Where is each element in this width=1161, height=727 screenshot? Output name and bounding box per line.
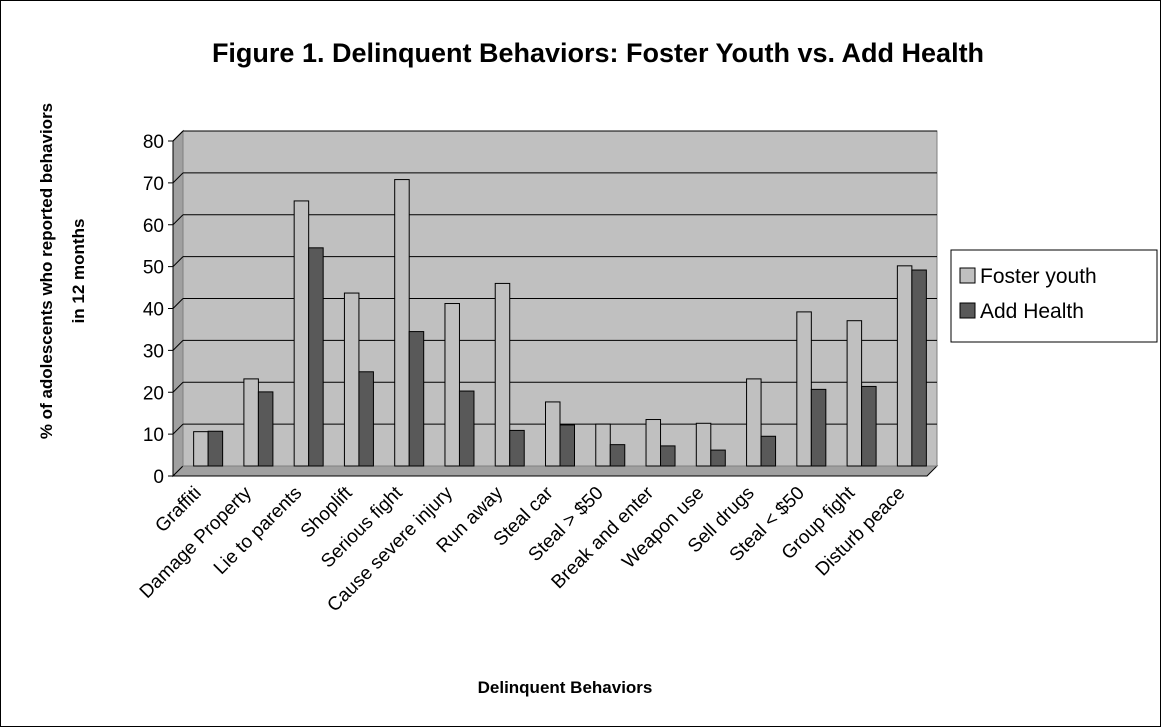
bar <box>494 282 511 467</box>
x-axis-title: Delinquent Behaviors <box>478 678 653 697</box>
bar <box>394 179 410 467</box>
chart-title: Figure 1. Delinquent Behaviors: Foster Y… <box>212 38 984 68</box>
bar <box>343 292 360 467</box>
bar <box>911 269 927 467</box>
bar <box>444 303 460 467</box>
bar <box>408 331 425 467</box>
bar <box>193 431 209 467</box>
bar <box>308 247 324 467</box>
gridline-wall <box>172 381 184 393</box>
bar <box>609 444 626 467</box>
y-tick-label: 20 <box>143 383 164 404</box>
bar <box>796 311 812 467</box>
x-tick-label: Disturb peace <box>812 483 910 581</box>
y-tick-label: 10 <box>143 425 164 446</box>
bar <box>810 388 827 467</box>
gridline-wall <box>172 214 184 226</box>
y-axis-title-line2: in 12 months <box>69 219 88 324</box>
bar <box>861 385 877 467</box>
bar <box>243 378 259 467</box>
y-tick-label: 60 <box>143 216 164 237</box>
y-axis-title-line1: % of adolescents who reported behaviors <box>37 103 56 439</box>
bar <box>293 200 310 467</box>
bar <box>207 430 224 467</box>
legend-label: Foster youth <box>980 265 1097 288</box>
gridline-wall <box>172 130 184 142</box>
bar <box>760 435 777 467</box>
gridline-wall <box>172 256 184 267</box>
x-tick-label: Lie to parents <box>210 483 306 579</box>
y-tick-label: 70 <box>143 174 164 195</box>
y-tick-label: 50 <box>143 258 164 279</box>
plot-floor <box>171 465 939 477</box>
y-axis-title: % of adolescents who reported behaviors … <box>37 103 88 439</box>
bar <box>846 320 863 467</box>
legend-swatch <box>959 302 976 319</box>
bar <box>257 391 274 467</box>
bar <box>710 449 726 467</box>
bar <box>896 265 913 467</box>
y-tick-label: 0 <box>153 467 164 488</box>
y-tick-label: 30 <box>143 341 164 362</box>
legend-swatch <box>959 267 976 284</box>
bar <box>695 422 712 467</box>
gridline-wall <box>172 298 184 309</box>
legend: Foster youth Add Health <box>950 249 1158 343</box>
gridline-wall <box>172 340 184 351</box>
y-tick-label: 40 <box>143 300 164 321</box>
bar <box>645 419 662 467</box>
gridline-wall <box>172 423 184 435</box>
bar <box>746 378 762 467</box>
y-tick-label: 80 <box>143 132 164 153</box>
bar <box>458 390 475 467</box>
legend-box <box>950 249 1158 343</box>
gridline-wall <box>172 172 184 184</box>
bar <box>660 445 676 467</box>
bar <box>559 424 575 467</box>
bar <box>545 401 561 467</box>
bar <box>358 371 374 467</box>
legend-label: Add Health <box>980 300 1084 323</box>
bar <box>595 423 611 467</box>
bar <box>509 429 525 467</box>
